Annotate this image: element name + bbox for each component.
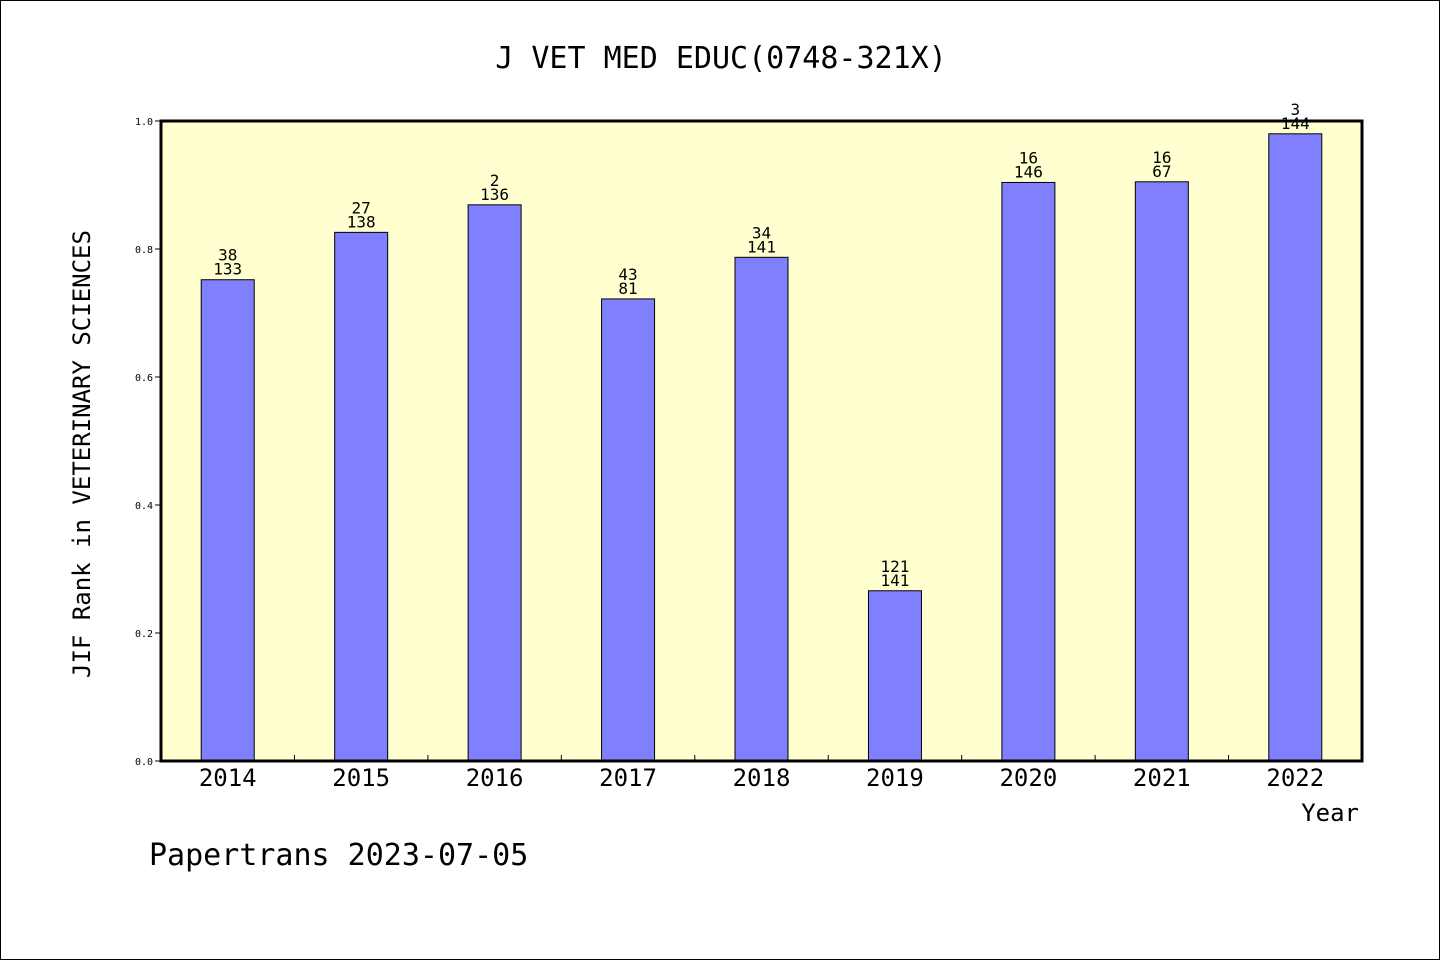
bar-label-rank: 121 (880, 557, 909, 576)
x-tick-label: 2017 (599, 764, 657, 792)
x-tick-label: 2021 (1133, 764, 1191, 792)
bars: 3813327138213643813414112114116146166731… (200, 100, 1323, 762)
bar-label-rank: 2 (490, 171, 500, 190)
y-axis-label: JIF Rank in VETERINARY SCIENCES (68, 230, 96, 678)
x-tick-label: 2015 (332, 764, 390, 792)
bar-label-rank: 3 (1290, 100, 1300, 119)
bar-2019 (867, 590, 922, 762)
bar-2022 (1268, 133, 1323, 762)
bar-2014 (200, 279, 255, 762)
bar-label-total: 141 (747, 237, 776, 256)
bar-label-total: 81 (618, 279, 637, 298)
bar-2015 (334, 231, 389, 762)
y-tick-label: 0.4 (135, 501, 153, 512)
bar-label-total: 144 (1281, 114, 1310, 133)
bar-label-total: 138 (347, 212, 376, 231)
bar-label-rank: 34 (752, 223, 771, 242)
bar-label-total: 141 (880, 571, 909, 590)
bar-label-rank: 43 (618, 265, 637, 284)
y-tick-label: 1.0 (135, 117, 153, 128)
bar-label-rank: 27 (352, 198, 371, 217)
y-axis-ticks: 0.0 0.2 0.4 0.6 0.8 1.0 (135, 117, 161, 768)
bar-2021 (1134, 181, 1189, 762)
bar-label-total: 136 (480, 185, 509, 204)
x-tick-label: 2018 (733, 764, 791, 792)
bar-2017 (601, 298, 656, 762)
x-axis-label: Year (1301, 799, 1359, 827)
footer-credit: Papertrans 2023-07-05 (149, 838, 528, 873)
x-tick-label: 2014 (199, 764, 257, 792)
chart-title: J VET MED EDUC(0748-321X) (495, 41, 947, 76)
bar-2020 (1001, 181, 1056, 762)
bar-2016 (467, 204, 522, 762)
y-tick-label: 0.6 (135, 373, 153, 384)
plot-area (159, 119, 1364, 763)
bar-label-total: 146 (1014, 162, 1043, 181)
x-tick-label: 2020 (999, 764, 1057, 792)
x-tick-label: 2016 (466, 764, 524, 792)
bar-label-rank: 16 (1152, 148, 1171, 167)
x-axis-ticks: 2014 2015 2016 2017 2018 2019 2020 2021 2022 (199, 755, 1324, 792)
y-tick-label: 0.8 (135, 245, 153, 256)
bar-label-rank: 16 (1019, 148, 1038, 167)
bar-label-total: 133 (213, 260, 242, 279)
x-tick-label: 2019 (866, 764, 924, 792)
bar-label-total: 67 (1152, 162, 1171, 181)
x-tick-label: 2022 (1266, 764, 1324, 792)
y-tick-label: 0.2 (135, 629, 153, 640)
bar-label-rank: 38 (218, 246, 237, 265)
y-tick-label: 0.0 (135, 757, 153, 768)
bar-2018 (734, 256, 789, 762)
